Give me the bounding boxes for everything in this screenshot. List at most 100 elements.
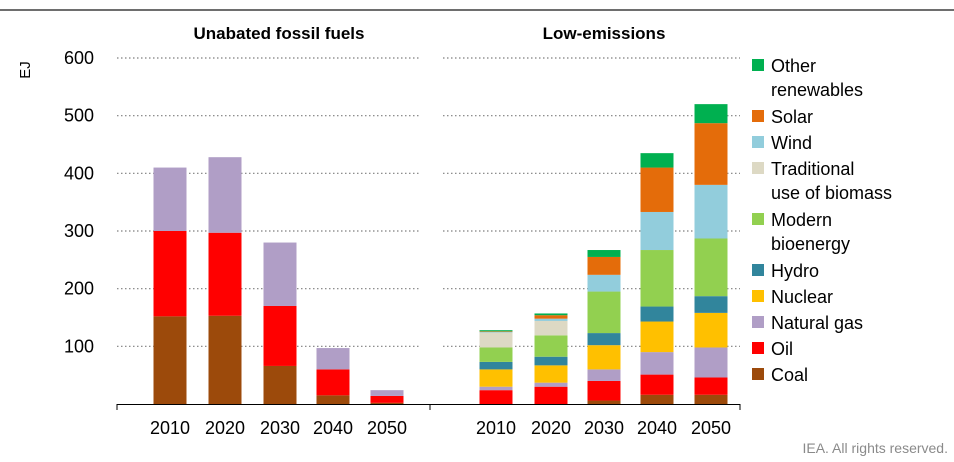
bar-segment [587, 400, 621, 404]
bar-segment [208, 157, 242, 233]
bar-segment [316, 369, 350, 396]
x-tick-label: 2050 [691, 418, 731, 438]
x-tick-label: 2010 [476, 418, 516, 438]
legend-swatch [752, 368, 764, 380]
bar-segment [587, 250, 621, 257]
legend-label: renewables [771, 80, 863, 100]
x-tick-label: 2050 [367, 418, 407, 438]
bar-segment [694, 296, 728, 313]
bar-segment [479, 347, 513, 362]
legend-swatch [752, 59, 764, 71]
bar-segment [316, 348, 350, 370]
bar-segment [208, 315, 242, 404]
bar-segment [640, 167, 674, 212]
bar-segment [479, 332, 513, 348]
bar-segment [694, 312, 728, 348]
top-rule [0, 9, 954, 11]
y-tick-label: 200 [64, 279, 94, 299]
legend-label: Natural gas [771, 313, 863, 333]
bar-segment [694, 104, 728, 124]
legend-label: Wind [771, 133, 812, 153]
legend-label: Hydro [771, 261, 819, 281]
x-tick-label: 2040 [313, 418, 353, 438]
bar-segment [534, 382, 568, 387]
bar-segment [587, 256, 621, 275]
legend-label: bioenergy [771, 234, 850, 254]
bar-segment [694, 123, 728, 185]
bar-segment [694, 347, 728, 378]
bar-segment [479, 369, 513, 387]
legend-swatch [752, 136, 764, 148]
bar-segment [534, 313, 568, 316]
bar-segment [479, 331, 513, 332]
y-tick-label: 500 [64, 106, 94, 126]
bar-segment [153, 316, 187, 404]
bar-segment [694, 184, 728, 239]
bar-segment [640, 306, 674, 322]
legend-swatch [752, 213, 764, 225]
x-tick-label: 2030 [260, 418, 300, 438]
bar-segment [640, 211, 674, 251]
legend-label: Coal [771, 365, 808, 385]
x-tick-label: 2020 [531, 418, 571, 438]
legend-swatch [752, 162, 764, 174]
bar-segment [479, 330, 513, 332]
bar-segment [263, 365, 297, 404]
bar-segment [640, 394, 674, 404]
bar-segment [534, 335, 568, 357]
legend-swatch [752, 264, 764, 276]
bar-segment [370, 402, 404, 404]
bar-segment [208, 232, 242, 316]
y-tick-label: 400 [64, 163, 94, 183]
bar-segment [153, 167, 187, 231]
x-tick-label: 2020 [205, 418, 245, 438]
bar-segment [370, 390, 404, 396]
copyright-footer: IEA. All rights reserved. [802, 440, 948, 456]
legend-label: Other [771, 56, 816, 76]
bar-segment [534, 318, 568, 321]
bar-segment [263, 242, 297, 306]
legend-label: Nuclear [771, 287, 833, 307]
bar-segment [316, 395, 350, 404]
bar-segment [640, 153, 674, 168]
y-tick-label: 100 [64, 336, 94, 356]
x-tick-label: 2040 [637, 418, 677, 438]
bar-segment [640, 352, 674, 375]
x-tick-label: 2010 [150, 418, 190, 438]
bar-segment [479, 331, 513, 333]
y-tick-label: 600 [64, 48, 94, 68]
legend-label: Oil [771, 339, 793, 359]
bar-segment [587, 380, 621, 401]
bar-segment [534, 356, 568, 366]
bar-segment [479, 390, 513, 404]
bar-segment [694, 394, 728, 404]
legend-label: Traditional [771, 159, 854, 179]
bar-segment [370, 395, 404, 403]
legend-swatch [752, 290, 764, 302]
bar-segment [534, 365, 568, 383]
bar-segment [640, 321, 674, 353]
legend-label: Solar [771, 107, 813, 127]
bar-segment [587, 333, 621, 346]
bar-segment [694, 377, 728, 395]
bar-segment [534, 386, 568, 404]
bar-segment [263, 305, 297, 366]
legend-swatch [752, 110, 764, 122]
bar-segment [479, 361, 513, 370]
bar-segment [479, 386, 513, 391]
bar-segment [694, 238, 728, 297]
panel-title: Low-emissions [543, 24, 666, 43]
bar-segment [587, 274, 621, 292]
legend-swatch [752, 342, 764, 354]
x-tick-label: 2030 [584, 418, 624, 438]
legend-swatch [752, 316, 764, 328]
bar-segment [587, 291, 621, 334]
y-tick-label: 300 [64, 221, 94, 241]
bar-segment [587, 345, 621, 370]
legend-label: Modern [771, 210, 832, 230]
legend-label: use of biomass [771, 183, 892, 203]
bar-segment [534, 315, 568, 319]
bar-segment [153, 231, 187, 317]
bar-segment [640, 374, 674, 395]
